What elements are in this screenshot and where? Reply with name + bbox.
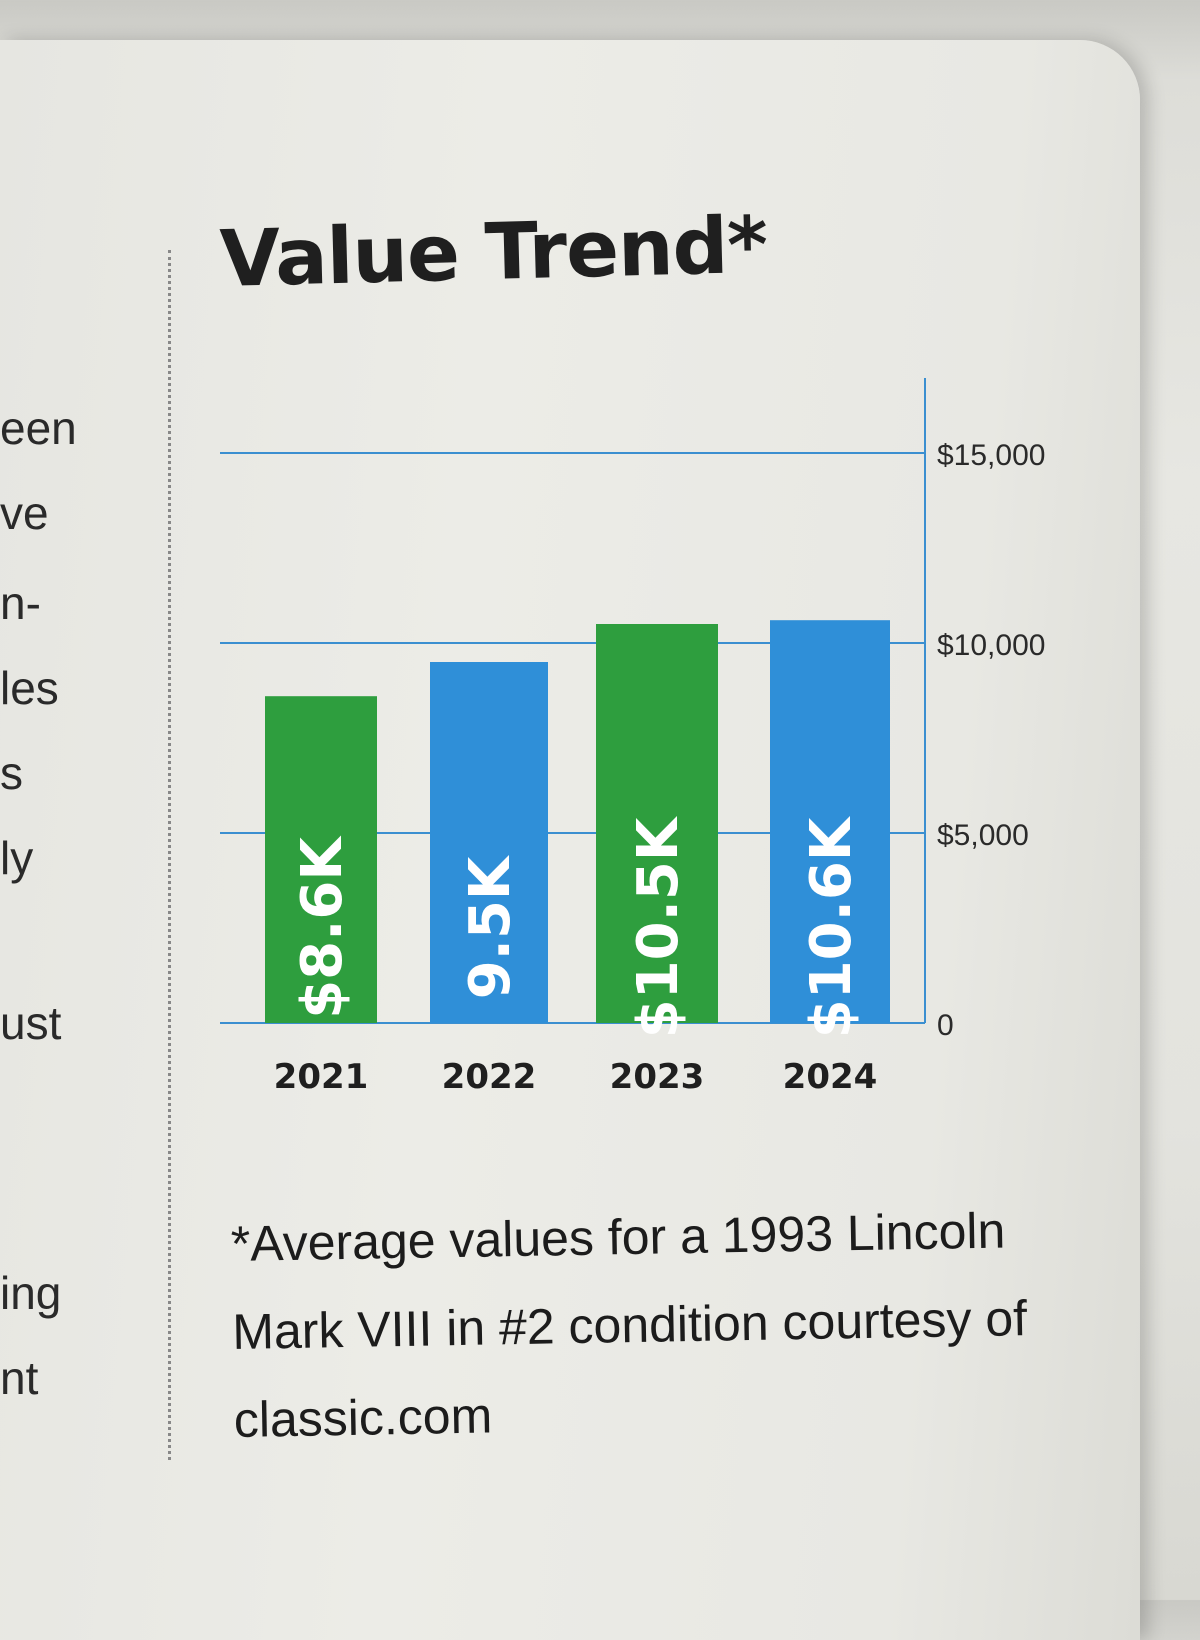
bar	[596, 624, 718, 1023]
left-column-fragment: ust	[0, 997, 62, 1049]
x-tick-label: 2022	[442, 1057, 537, 1097]
left-column-fragment: ly	[0, 832, 34, 884]
left-column-fragment: les	[0, 662, 59, 714]
bar	[770, 620, 890, 1023]
y-tick-label: 0	[937, 1009, 954, 1042]
y-tick-label: $15,000	[937, 439, 1045, 472]
x-tick-label: 2024	[783, 1057, 878, 1097]
magazine-page: een ve n-les s ly ust ing nt Value Trend* 0 $5,0…	[0, 40, 1140, 1640]
left-column-fragment: ing	[0, 1267, 62, 1319]
left-column-fragment: n-	[0, 577, 41, 629]
bar-data-label: $8.6K	[290, 835, 355, 1019]
bar	[265, 696, 377, 1023]
left-column-fragment: nt	[0, 1352, 39, 1404]
x-tick-label: 2023	[610, 1057, 705, 1097]
bar-data-label: $10.6K	[799, 815, 864, 1038]
y-tick-label: $5,000	[937, 819, 1029, 852]
bar-data-label: $10.5K	[626, 815, 691, 1038]
y-tick-label: $10,000	[937, 629, 1045, 662]
bar-data-label: 9.5K	[458, 854, 523, 999]
left-column-fragment: s	[0, 747, 23, 799]
bar-chart: 0 $5,000 $10,000 $15,000 $8.6K 2021 9.5K 2022 $1…	[220, 378, 1045, 1097]
chart-footnote: *Average values for a 1993 Lincoln Mark …	[230, 1202, 1028, 1448]
x-tick-label: 2021	[274, 1057, 369, 1097]
left-column-fragment: ve	[0, 487, 49, 539]
column-divider	[168, 250, 171, 1460]
bar	[430, 662, 548, 1023]
left-column-text: een ve n-les s ly ust ing nt	[0, 40, 120, 1640]
left-column-fragment: een	[0, 402, 77, 454]
